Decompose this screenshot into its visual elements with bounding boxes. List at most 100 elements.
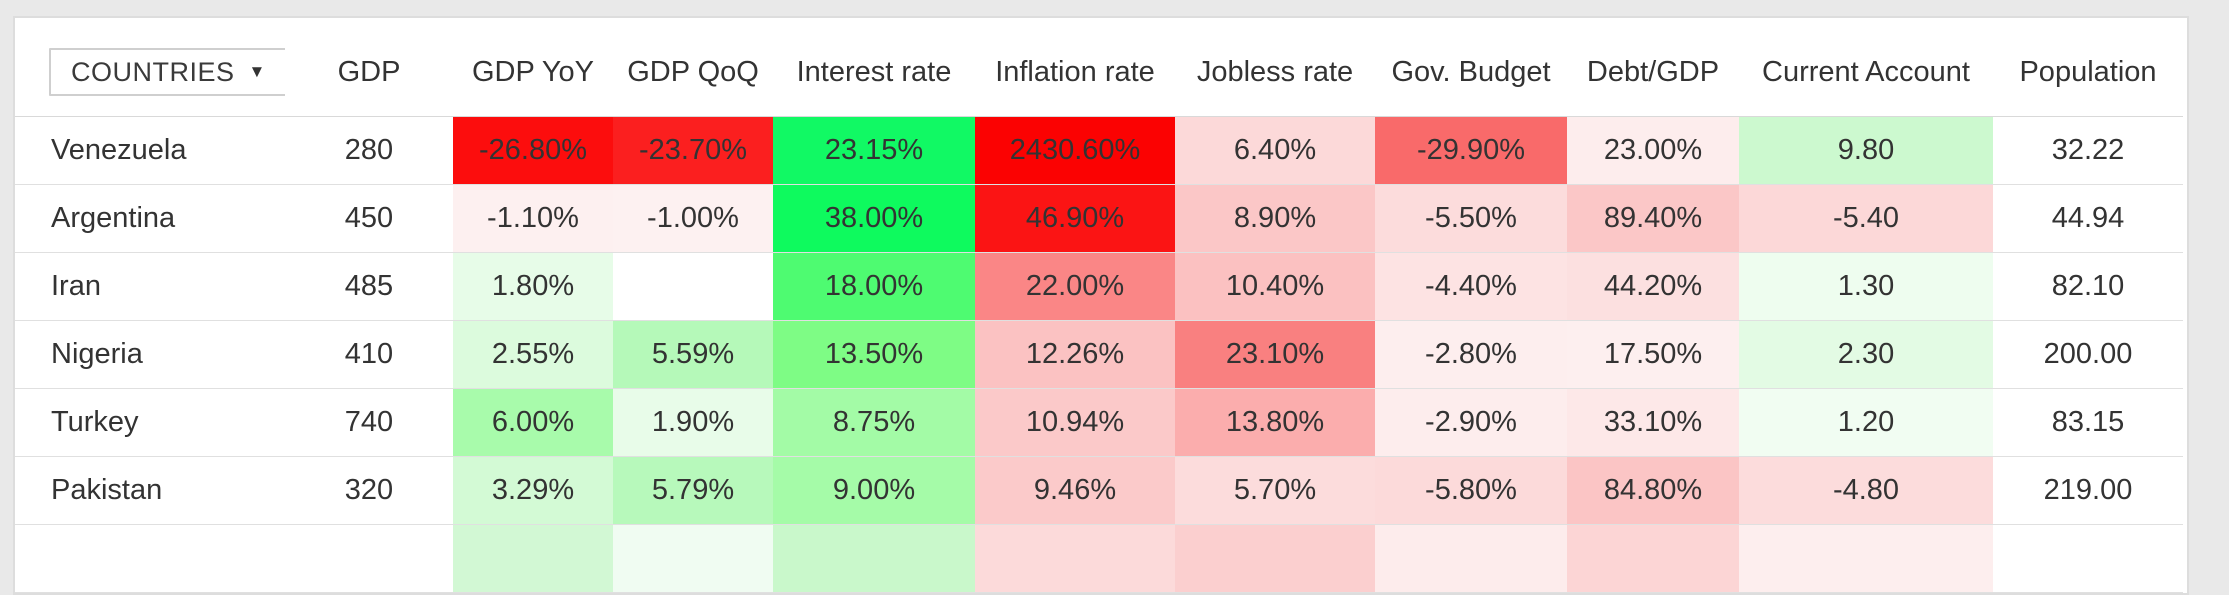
cell-debt-gdp: 84.80% bbox=[1567, 456, 1739, 525]
cell-current-account: -4.80 bbox=[1739, 456, 1993, 525]
cell-jobless-rate: 6.40% bbox=[1175, 116, 1375, 185]
cell-jobless-rate: 8.90% bbox=[1175, 184, 1375, 253]
cell-jobless-rate: 5.70% bbox=[1175, 456, 1375, 525]
chevron-down-icon: ▼ bbox=[248, 62, 266, 81]
cell-gdp-yoy: 3.29% bbox=[453, 456, 613, 525]
cell-population: 32.22 bbox=[1993, 116, 2183, 185]
cell-population: 83.15 bbox=[1993, 388, 2183, 457]
cell-gdp-yoy: 1.80% bbox=[453, 252, 613, 321]
cell-gdp: 410 bbox=[285, 320, 453, 389]
cell-current-account: 9.80 bbox=[1739, 116, 1993, 185]
cell-gdp: 320 bbox=[285, 456, 453, 525]
cell-interest-rate: 18.00% bbox=[773, 252, 975, 321]
column-header-jobless-rate: Jobless rate bbox=[1175, 18, 1375, 117]
cell-jobless-rate bbox=[1175, 524, 1375, 593]
cell-gov-budget: -4.40% bbox=[1375, 252, 1567, 321]
cell-interest-rate: 8.75% bbox=[773, 388, 975, 457]
column-header-gdp-qoq: GDP QoQ bbox=[613, 18, 773, 117]
cell-jobless-rate: 13.80% bbox=[1175, 388, 1375, 457]
cell-gdp-qoq: 5.79% bbox=[613, 456, 773, 525]
cell-current-account: 2.30 bbox=[1739, 320, 1993, 389]
cell-gov-budget: -5.50% bbox=[1375, 184, 1567, 253]
cell-gdp-yoy: 2.55% bbox=[453, 320, 613, 389]
cell-gov-budget bbox=[1375, 524, 1567, 593]
country-name: Nigeria bbox=[15, 320, 285, 389]
cell-gdp-yoy: 6.00% bbox=[453, 388, 613, 457]
cell-jobless-rate: 23.10% bbox=[1175, 320, 1375, 389]
cell-debt-gdp: 89.40% bbox=[1567, 184, 1739, 253]
cell-gdp-yoy: -1.10% bbox=[453, 184, 613, 253]
cell-interest-rate: 9.00% bbox=[773, 456, 975, 525]
cell-gdp-qoq: 1.90% bbox=[613, 388, 773, 457]
column-header-inflation-rate: Inflation rate bbox=[975, 18, 1175, 117]
cell-gdp-qoq: 5.59% bbox=[613, 320, 773, 389]
cell-population: 82.10 bbox=[1993, 252, 2183, 321]
cell-population: 219.00 bbox=[1993, 456, 2183, 525]
cell-interest-rate bbox=[773, 524, 975, 593]
cell-inflation-rate: 46.90% bbox=[975, 184, 1175, 253]
cell-debt-gdp: 23.00% bbox=[1567, 116, 1739, 185]
table-row-iran: Iran 485 1.80% 18.00% 22.00% 10.40% -4.40% 44.2… bbox=[15, 252, 2183, 321]
cell-debt-gdp: 44.20% bbox=[1567, 252, 1739, 321]
country-name: Pakistan bbox=[15, 456, 285, 525]
table-row-argentina: Argentina 450 -1.10% -1.00% 38.00% 46.90% 8.90… bbox=[15, 184, 2183, 253]
table-body: Venezuela 280 -26.80% -23.70% 23.15% 2430.60%… bbox=[15, 116, 2183, 593]
cell-interest-rate: 23.15% bbox=[773, 116, 975, 185]
column-header-gov-budget: Gov. Budget bbox=[1375, 18, 1567, 117]
column-header-gdp-yoy: GDP YoY bbox=[453, 18, 613, 117]
cell-gdp: 740 bbox=[285, 388, 453, 457]
economic-matrix-panel: COUNTRIES ▼ GDP GDP YoY GDP QoQ Interest ra… bbox=[13, 16, 2189, 595]
country-name: Turkey bbox=[15, 388, 285, 457]
cell-inflation-rate bbox=[975, 524, 1175, 593]
cell-gdp-qoq bbox=[613, 524, 773, 593]
cell-inflation-rate: 9.46% bbox=[975, 456, 1175, 525]
cell-gdp-yoy: -26.80% bbox=[453, 116, 613, 185]
cell-inflation-rate: 12.26% bbox=[975, 320, 1175, 389]
cell-gdp: 280 bbox=[285, 116, 453, 185]
cell-gov-budget: -2.90% bbox=[1375, 388, 1567, 457]
cell-gdp: 485 bbox=[285, 252, 453, 321]
cell-gdp-qoq: -23.70% bbox=[613, 116, 773, 185]
country-name bbox=[15, 524, 285, 593]
cell-gdp-qoq bbox=[613, 252, 773, 321]
cell-debt-gdp: 33.10% bbox=[1567, 388, 1739, 457]
cell-debt-gdp: 17.50% bbox=[1567, 320, 1739, 389]
cell-current-account bbox=[1739, 524, 1993, 593]
table-row-partial bbox=[15, 524, 2183, 593]
country-name: Argentina bbox=[15, 184, 285, 253]
cell-gdp: 450 bbox=[285, 184, 453, 253]
country-name: Venezuela bbox=[15, 116, 285, 185]
cell-population: 44.94 bbox=[1993, 184, 2183, 253]
column-header-population: Population bbox=[1993, 18, 2183, 117]
header-row: COUNTRIES ▼ GDP GDP YoY GDP QoQ Interest ra… bbox=[15, 18, 2183, 117]
cell-debt-gdp bbox=[1567, 524, 1739, 593]
cell-gov-budget: -29.90% bbox=[1375, 116, 1567, 185]
countries-dropdown-label: COUNTRIES bbox=[71, 56, 235, 87]
country-name: Iran bbox=[15, 252, 285, 321]
table-row-nigeria: Nigeria 410 2.55% 5.59% 13.50% 12.26% 23.10% -2… bbox=[15, 320, 2183, 389]
cell-current-account: 1.20 bbox=[1739, 388, 1993, 457]
cell-interest-rate: 13.50% bbox=[773, 320, 975, 389]
table-row-pakistan: Pakistan 320 3.29% 5.79% 9.00% 9.46% 5.70% -5.8… bbox=[15, 456, 2183, 525]
cell-jobless-rate: 10.40% bbox=[1175, 252, 1375, 321]
column-header-gdp: GDP bbox=[285, 18, 453, 117]
cell-inflation-rate: 22.00% bbox=[975, 252, 1175, 321]
table-row-turkey: Turkey 740 6.00% 1.90% 8.75% 10.94% 13.80% -2.9… bbox=[15, 388, 2183, 457]
cell-gdp-yoy bbox=[453, 524, 613, 593]
countries-dropdown[interactable]: COUNTRIES ▼ bbox=[49, 48, 285, 96]
cell-inflation-rate: 2430.60% bbox=[975, 116, 1175, 185]
cell-population: 200.00 bbox=[1993, 320, 2183, 389]
cell-gov-budget: -5.80% bbox=[1375, 456, 1567, 525]
cell-population bbox=[1993, 524, 2183, 593]
cell-current-account: 1.30 bbox=[1739, 252, 1993, 321]
cell-interest-rate: 38.00% bbox=[773, 184, 975, 253]
cell-gdp bbox=[285, 524, 453, 593]
countries-economic-table: COUNTRIES ▼ GDP GDP YoY GDP QoQ Interest ra… bbox=[15, 18, 2183, 593]
column-header-current-account: Current Account bbox=[1739, 18, 1993, 117]
cell-current-account: -5.40 bbox=[1739, 184, 1993, 253]
cell-gov-budget: -2.80% bbox=[1375, 320, 1567, 389]
column-header-debt-gdp: Debt/GDP bbox=[1567, 18, 1739, 117]
cell-gdp-qoq: -1.00% bbox=[613, 184, 773, 253]
cell-inflation-rate: 10.94% bbox=[975, 388, 1175, 457]
column-header-interest-rate: Interest rate bbox=[773, 18, 975, 117]
